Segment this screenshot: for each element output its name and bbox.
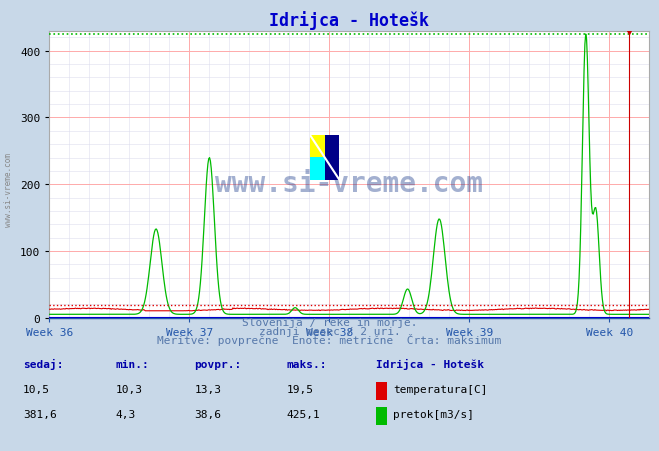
Bar: [310, 135, 325, 158]
Text: zadnji mesec / 2 uri.: zadnji mesec / 2 uri.: [258, 327, 401, 336]
Text: 425,1: 425,1: [287, 409, 320, 419]
Text: 10,5: 10,5: [23, 384, 50, 394]
Text: Slovenija / reke in morje.: Slovenija / reke in morje.: [242, 318, 417, 327]
Text: povpr.:: povpr.:: [194, 359, 242, 369]
Text: sedaj:: sedaj:: [23, 359, 63, 369]
Text: Idrijca - Hotešk: Idrijca - Hotešk: [376, 359, 484, 369]
Text: 10,3: 10,3: [115, 384, 142, 394]
Text: maks.:: maks.:: [287, 359, 327, 369]
Text: temperatura[C]: temperatura[C]: [393, 384, 487, 394]
Text: www.si-vreme.com: www.si-vreme.com: [215, 170, 483, 198]
Title: Idrijca - Hotešk: Idrijca - Hotešk: [270, 11, 429, 30]
Text: 13,3: 13,3: [194, 384, 221, 394]
Text: www.si-vreme.com: www.si-vreme.com: [4, 152, 13, 226]
Text: pretok[m3/s]: pretok[m3/s]: [393, 409, 474, 419]
Text: 38,6: 38,6: [194, 409, 221, 419]
Text: 4,3: 4,3: [115, 409, 136, 419]
Bar: [325, 135, 339, 180]
Text: min.:: min.:: [115, 359, 149, 369]
Text: Meritve: povprečne  Enote: metrične  Črta: maksimum: Meritve: povprečne Enote: metrične Črta:…: [158, 334, 501, 345]
Bar: [310, 158, 325, 180]
Text: 381,6: 381,6: [23, 409, 57, 419]
Text: 19,5: 19,5: [287, 384, 314, 394]
